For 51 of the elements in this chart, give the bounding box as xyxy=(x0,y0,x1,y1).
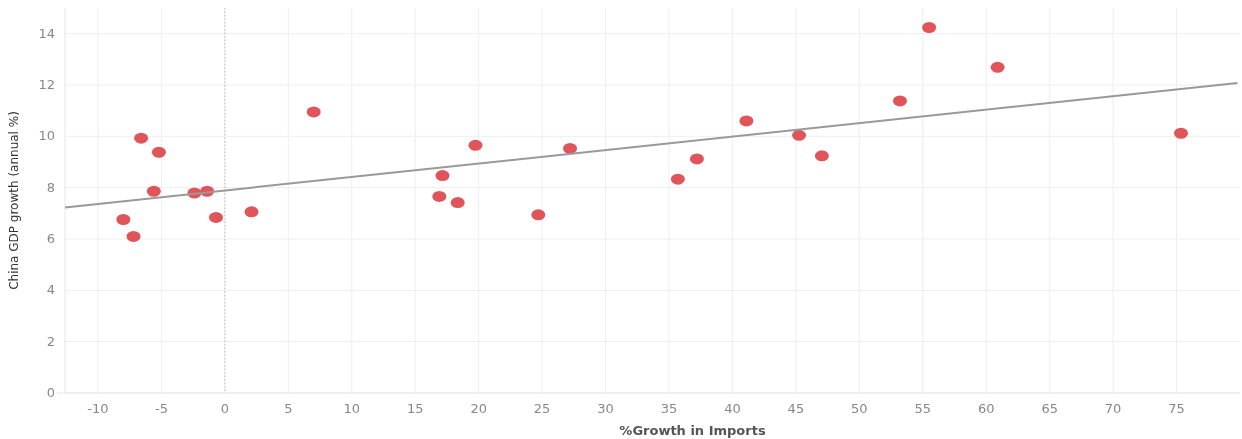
point xyxy=(244,206,259,218)
x-tick-label: 50 xyxy=(851,401,868,416)
x-tick-label: 70 xyxy=(1104,401,1122,416)
point xyxy=(689,153,704,165)
y-tick-label: 10 xyxy=(38,128,55,144)
x-tick-label: 40 xyxy=(724,401,741,416)
point xyxy=(116,213,131,225)
point xyxy=(151,146,166,158)
x-tick-label: 65 xyxy=(1041,401,1058,416)
point xyxy=(306,106,321,118)
point xyxy=(990,61,1005,73)
x-tick-label: 25 xyxy=(533,401,551,416)
y-tick-label: 4 xyxy=(46,282,55,298)
x-tick-label: 55 xyxy=(914,401,932,416)
y-axis-title: China GDP growth (annual %) xyxy=(7,111,21,290)
point xyxy=(922,22,937,34)
x-tick-label: 30 xyxy=(597,401,614,416)
y-tick-label: 14 xyxy=(38,25,55,41)
point xyxy=(146,185,161,197)
point xyxy=(739,115,754,127)
point xyxy=(892,95,907,107)
x-tick-label: 0 xyxy=(220,401,230,416)
y-tick-label: 8 xyxy=(46,179,55,195)
y-tick-label: 0 xyxy=(46,385,55,400)
point xyxy=(450,197,465,209)
x-tick-label: 45 xyxy=(787,401,805,416)
point xyxy=(670,173,685,185)
x-tick-label: 5 xyxy=(284,401,293,416)
point xyxy=(814,150,829,162)
point xyxy=(209,211,223,223)
point xyxy=(432,190,447,202)
point xyxy=(563,142,578,154)
x-tick-label: -5 xyxy=(154,401,168,416)
point xyxy=(435,170,450,182)
point xyxy=(531,209,546,221)
x-tick-label: 10 xyxy=(343,401,361,416)
x-tick-label: 35 xyxy=(660,401,678,416)
point xyxy=(468,139,483,151)
y-tick-label: 6 xyxy=(46,231,55,246)
point xyxy=(126,230,141,242)
point xyxy=(134,132,149,144)
point xyxy=(1174,127,1188,139)
x-tick-label: 15 xyxy=(406,401,424,416)
x-axis-title: %Growth in Imports xyxy=(619,423,766,438)
x-tick-label: 60 xyxy=(977,401,995,416)
y-tick-label: 12 xyxy=(38,77,55,92)
y-tick-label: 2 xyxy=(46,333,55,349)
point xyxy=(792,129,807,141)
x-tick-label: 20 xyxy=(470,401,487,416)
x-tick-label: -10 xyxy=(87,401,109,416)
x-tick-label: 75 xyxy=(1168,401,1185,416)
